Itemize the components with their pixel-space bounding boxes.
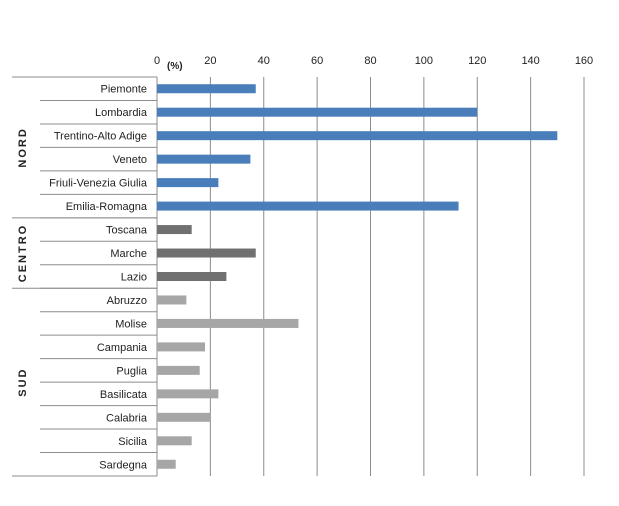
x-tick-label: 60 [311,55,323,67]
x-tick-label: 120 [468,55,486,67]
bar [157,201,459,211]
category-label: Trentino-Alto Adige [54,131,147,143]
category-label: Sardegna [99,459,148,471]
bar [157,131,558,141]
category-label: Friuli-Venezia Giulia [49,178,148,190]
category-label: Veneto [113,154,147,166]
bar [157,318,299,328]
category-label: Campania [97,342,148,354]
x-axis: 0 20 40 60 80 100 120 140 160 [154,55,593,67]
category-label: Abruzzo [107,295,147,307]
bar [157,436,192,446]
x-tick-label: 100 [415,55,433,67]
category-label: Toscana [106,225,148,237]
unit-label: (%) [167,61,183,72]
category-label: Marche [110,248,147,260]
bar [157,272,227,281]
bar [157,389,219,399]
bar [157,154,251,164]
category-label: Sicilia [118,436,148,448]
bars [157,84,558,469]
x-tick-label: 80 [364,55,376,67]
bar [157,295,187,305]
category-label: Lazio [121,272,147,284]
bar [157,412,211,422]
bar [157,107,478,117]
x-tick-label: 140 [521,55,539,67]
group-label: SUD [17,368,29,397]
x-tick-label: 160 [575,55,593,67]
category-label: Molise [115,318,147,330]
bar [157,178,219,188]
category-label: Puglia [116,365,147,377]
bar [157,225,192,235]
bar [157,342,206,352]
x-tick-label: 20 [204,55,216,67]
group-label: CENTRO [17,224,29,282]
bar [157,365,200,375]
x-tick-label: 0 [154,55,160,67]
gridlines [156,77,585,476]
category-axis: NORD CENTRO SUD Piemonte Lombardia Trentino-A… [12,76,158,477]
bar [157,84,256,94]
x-tick-label: 40 [258,55,270,67]
category-label: Piemonte [101,84,147,96]
category-label: Lombardia [95,107,148,119]
bar [157,248,256,258]
bar [157,459,176,469]
category-label: Emilia-Romagna [66,201,148,213]
category-label: Calabria [106,412,148,424]
group-label: NORD [17,127,29,167]
category-label: Basilicata [100,389,148,401]
